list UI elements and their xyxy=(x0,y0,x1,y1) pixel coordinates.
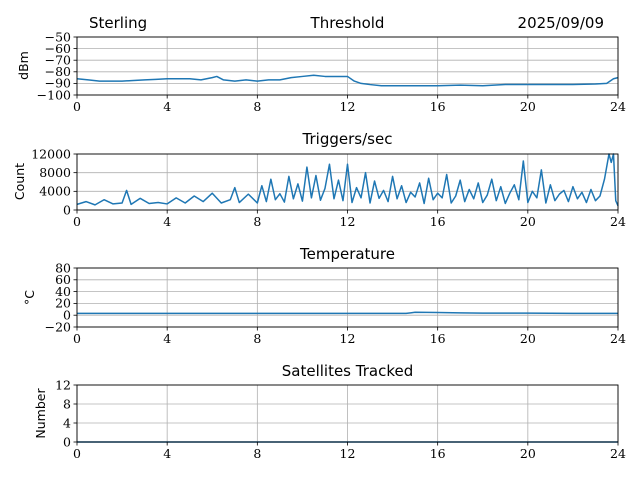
y-tick-label: 12000 xyxy=(31,146,71,161)
y-axis-label: Count xyxy=(12,163,27,200)
x-tick-label: 8 xyxy=(253,214,261,229)
panel-threshold-plot: 0 4 8 12 16 20 24 −100−90−80−70−60−50 xyxy=(37,29,626,114)
y-tick-label: −60 xyxy=(45,41,71,56)
y-axis-label: Number xyxy=(33,388,48,439)
y-tick-label: 8 xyxy=(63,396,71,411)
y-tick-label: 0 xyxy=(63,202,71,217)
panel-temperature: Temperature °C xyxy=(22,245,395,305)
y-tick-label: −70 xyxy=(45,53,71,68)
y-tick-label: 60 xyxy=(55,272,71,287)
x-tick-label: 16 xyxy=(430,446,446,461)
x-tick-label: 0 xyxy=(73,214,81,229)
x-tick-label: 4 xyxy=(163,214,171,229)
y-tick-label: −20 xyxy=(45,319,71,334)
chart-title: Temperature xyxy=(299,245,395,263)
y-tick-label: −80 xyxy=(45,64,71,79)
date-label: 2025/09/09 xyxy=(518,14,604,32)
x-tick-label: 16 xyxy=(430,331,446,346)
x-tick-label: 4 xyxy=(163,331,171,346)
x-tick-label: 8 xyxy=(253,331,261,346)
x-tick-label: 20 xyxy=(520,214,536,229)
y-tick-label: 20 xyxy=(55,296,71,311)
y-tick-label: 80 xyxy=(55,260,71,275)
x-tick-label: 24 xyxy=(610,331,626,346)
y-tick-label: 40 xyxy=(55,284,71,299)
x-tick-label: 4 xyxy=(163,99,171,114)
y-tick-label: −100 xyxy=(37,87,71,102)
y-tick-label: −90 xyxy=(45,76,71,91)
y-tick-label: 4 xyxy=(63,415,71,430)
x-tick-label: 12 xyxy=(340,99,356,114)
chart-title: Triggers/sec xyxy=(302,130,393,148)
series-line-triggers xyxy=(76,153,619,207)
x-tick-label: 8 xyxy=(253,446,261,461)
chart-title: Satellites Tracked xyxy=(282,362,413,380)
y-tick-label: 12 xyxy=(55,377,71,392)
panel-triggers: Triggers/sec Count xyxy=(12,130,392,200)
chart-title: Threshold xyxy=(310,14,385,32)
x-tick-label: 24 xyxy=(610,214,626,229)
y-axis-label: °C xyxy=(22,290,37,305)
x-tick-label: 20 xyxy=(520,331,536,346)
series-line-temperature xyxy=(77,311,618,315)
y-axis-label: dBm xyxy=(16,51,31,80)
x-tick-label: 24 xyxy=(610,446,626,461)
station-name: Sterling xyxy=(89,14,147,32)
panel-threshold: Threshold dBm xyxy=(16,14,384,80)
x-tick-label: 24 xyxy=(610,99,626,114)
x-tick-label: 0 xyxy=(73,99,81,114)
x-tick-label: 20 xyxy=(520,446,536,461)
y-tick-label: 0 xyxy=(63,434,71,449)
x-tick-label: 8 xyxy=(253,99,261,114)
x-tick-label: 12 xyxy=(340,214,356,229)
x-tick-label: 20 xyxy=(520,99,536,114)
panel-satellites-plot: 0 4 8 12 16 20 24 0 4 8 12 xyxy=(55,377,626,461)
x-tick-label: 12 xyxy=(340,446,356,461)
y-tick-label: −50 xyxy=(45,29,71,44)
y-tick-label: 8000 xyxy=(39,165,71,180)
x-tick-label: 16 xyxy=(430,99,446,114)
x-tick-label: 4 xyxy=(163,446,171,461)
x-tick-label: 16 xyxy=(430,214,446,229)
x-tick-label: 0 xyxy=(73,331,81,346)
y-tick-label: 4000 xyxy=(39,184,71,199)
y-tick-label: 0 xyxy=(63,308,71,323)
series-line-threshold xyxy=(76,74,619,87)
panel-satellites: Satellites Tracked Number xyxy=(33,362,413,439)
x-tick-label: 0 xyxy=(73,446,81,461)
x-tick-label: 12 xyxy=(340,331,356,346)
